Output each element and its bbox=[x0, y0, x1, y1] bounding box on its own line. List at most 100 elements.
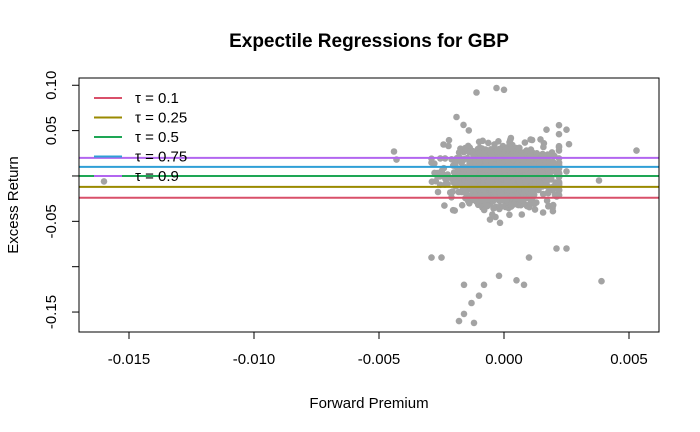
data-point bbox=[460, 121, 467, 129]
data-point bbox=[525, 254, 533, 261]
data-point bbox=[526, 203, 533, 211]
data-point bbox=[598, 277, 605, 285]
data-point bbox=[521, 139, 529, 146]
data-point bbox=[486, 216, 494, 223]
data-point bbox=[445, 136, 453, 144]
legend-label: τ = 0.1 bbox=[135, 90, 179, 107]
data-point bbox=[482, 166, 489, 173]
legend-label: τ = 0.25 bbox=[135, 110, 187, 127]
data-point bbox=[493, 84, 500, 92]
y-axis: 0.10 0.05 -0.05 -0.15 bbox=[43, 71, 80, 329]
data-point bbox=[431, 160, 438, 167]
data-point bbox=[480, 186, 487, 193]
data-point bbox=[524, 171, 531, 178]
data-point bbox=[476, 149, 484, 157]
x-tick-label: -0.005 bbox=[358, 351, 401, 368]
data-point bbox=[532, 168, 539, 175]
data-point bbox=[490, 167, 498, 175]
data-point bbox=[460, 281, 468, 289]
data-point bbox=[449, 188, 456, 195]
legend-label: τ = 0.5 bbox=[135, 129, 179, 146]
data-point bbox=[451, 207, 459, 214]
data-point bbox=[468, 299, 475, 307]
x-tick-label: -0.015 bbox=[108, 351, 151, 368]
data-point bbox=[475, 292, 483, 300]
data-point bbox=[549, 201, 557, 209]
data-point bbox=[538, 169, 546, 177]
data-point bbox=[428, 254, 435, 261]
data-point bbox=[565, 140, 573, 148]
x-axis: -0.015 -0.010 -0.005 0.000 0.005 bbox=[108, 331, 648, 368]
data-point bbox=[543, 126, 550, 133]
data-point bbox=[438, 254, 445, 261]
legend-label: τ = 0.75 bbox=[135, 149, 187, 166]
data-point bbox=[544, 189, 552, 197]
data-point bbox=[543, 197, 551, 204]
data-point bbox=[518, 211, 526, 218]
data-point bbox=[633, 147, 640, 154]
data-point bbox=[546, 151, 554, 159]
data-point bbox=[473, 198, 480, 205]
data-point bbox=[495, 272, 503, 280]
data-point bbox=[531, 200, 538, 208]
data-point bbox=[455, 317, 463, 325]
data-point bbox=[485, 139, 492, 147]
data-point bbox=[444, 180, 451, 188]
data-point bbox=[441, 202, 448, 209]
data-point bbox=[546, 175, 553, 183]
data-point bbox=[445, 142, 452, 150]
data-point bbox=[461, 144, 469, 152]
data-point bbox=[504, 162, 511, 170]
data-point bbox=[506, 211, 513, 219]
data-point bbox=[440, 141, 447, 148]
x-tick-label: 0.000 bbox=[485, 351, 523, 368]
data-point bbox=[453, 113, 460, 121]
data-point bbox=[495, 138, 502, 145]
data-point bbox=[507, 134, 515, 142]
data-point bbox=[475, 158, 483, 166]
data-point bbox=[519, 166, 526, 173]
data-point bbox=[480, 281, 488, 289]
data-point bbox=[470, 168, 478, 176]
data-point bbox=[455, 149, 463, 156]
data-point bbox=[494, 180, 502, 187]
data-point bbox=[496, 219, 504, 227]
data-point bbox=[479, 137, 487, 145]
data-point bbox=[431, 169, 438, 177]
data-point bbox=[517, 151, 525, 159]
data-point bbox=[462, 189, 470, 196]
data-point bbox=[480, 206, 488, 214]
legend: τ = 0.1 τ = 0.25 τ = 0.5 τ = 0.75 τ = 0.9 bbox=[94, 90, 187, 185]
data-point bbox=[489, 211, 496, 218]
data-point bbox=[496, 189, 504, 196]
data-point bbox=[563, 245, 570, 252]
data-point bbox=[527, 136, 534, 143]
y-tick-label: 0.05 bbox=[43, 116, 60, 145]
data-point bbox=[456, 173, 463, 181]
data-point bbox=[455, 180, 463, 188]
y-tick-label: -0.05 bbox=[43, 204, 60, 238]
data-point bbox=[497, 197, 505, 204]
data-point bbox=[563, 126, 570, 133]
data-point bbox=[470, 319, 478, 327]
data-point bbox=[555, 121, 563, 129]
x-tick-label: -0.010 bbox=[233, 351, 276, 368]
data-point bbox=[555, 142, 563, 150]
data-point bbox=[466, 158, 474, 165]
data-point bbox=[595, 177, 603, 184]
data-point bbox=[522, 178, 529, 185]
data-point bbox=[100, 178, 108, 185]
data-point bbox=[457, 159, 465, 166]
data-point bbox=[473, 89, 480, 96]
data-point bbox=[520, 281, 528, 289]
x-axis-label: Forward Premium bbox=[309, 395, 428, 412]
data-point bbox=[440, 164, 448, 172]
x-tick-label: 0.005 bbox=[610, 351, 648, 368]
y-tick-label: 0.10 bbox=[43, 71, 60, 100]
data-point bbox=[495, 145, 503, 153]
data-point bbox=[482, 191, 489, 199]
data-point bbox=[509, 169, 516, 176]
data-point bbox=[535, 179, 543, 186]
chart-title: Expectile Regressions for GBP bbox=[229, 31, 509, 52]
